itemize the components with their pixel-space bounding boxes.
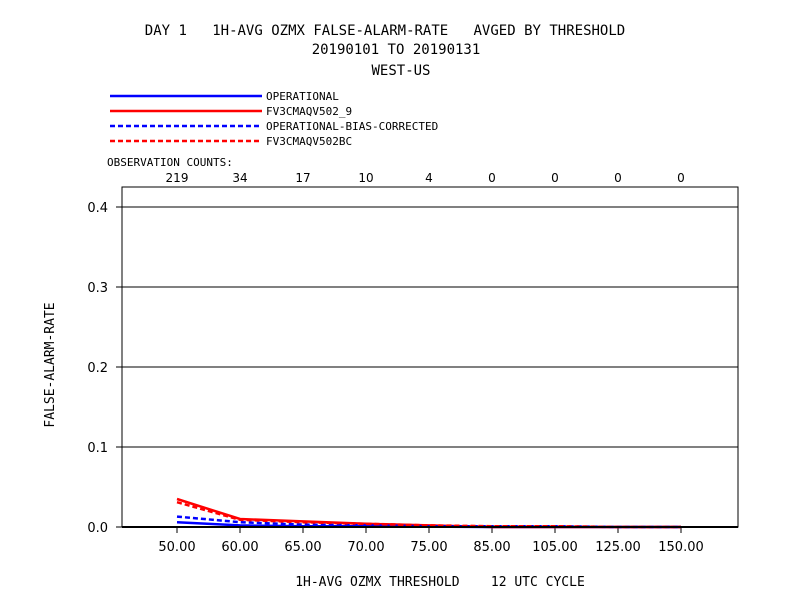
y-tick-label: 0.2 (87, 361, 108, 376)
y-axis-title: FALSE-ALARM-RATE (43, 302, 58, 427)
x-tick-label: 50.00 (158, 540, 195, 555)
plot-frame (121, 186, 739, 528)
x-tick-label: 65.00 (284, 540, 321, 555)
y-tick-label: 0.4 (87, 201, 108, 216)
y-tick-label: 0.0 (87, 521, 108, 536)
y-tick-label: 0.1 (87, 441, 108, 456)
observation-counts-label: OBSERVATION COUNTS: (107, 156, 233, 169)
y-axis-ticks: 0.0 0.1 0.2 0.3 0.4 (87, 201, 122, 536)
data-series (176, 497, 681, 529)
x-tick-label: 75.00 (410, 540, 447, 555)
legend: OPERATIONAL FV3CMAQV502_9 OPERATIONAL-BIAS… (110, 90, 438, 148)
chart-region: WEST-US (371, 63, 430, 79)
x-tick-label: 125.00 (595, 540, 641, 555)
observation-count: 34 (232, 171, 247, 185)
observation-count: 0 (488, 171, 496, 185)
legend-label-1: OPERATIONAL (266, 90, 339, 103)
observation-count: 0 (614, 171, 622, 185)
observation-counts: 219 34 17 10 4 0 0 0 0 (166, 171, 685, 185)
legend-label-4: FV3CMAQV502BC (266, 135, 352, 148)
observation-count: 4 (425, 171, 433, 185)
observation-count: 0 (551, 171, 559, 185)
observation-count: 0 (677, 171, 685, 185)
x-tick-label: 105.00 (532, 540, 578, 555)
x-axis-title: 1H-AVG OZMX THRESHOLD 12 UTC CYCLE (295, 575, 585, 590)
observation-count: 10 (358, 171, 373, 185)
legend-label-3: OPERATIONAL-BIAS-CORRECTED (266, 120, 438, 133)
x-tick-label: 150.00 (658, 540, 704, 555)
x-tick-label: 85.00 (473, 540, 510, 555)
x-axis-ticks: 50.00 60.00 65.00 70.00 75.00 85.00 105.00 125.… (158, 527, 704, 555)
legend-label-2: FV3CMAQV502_9 (266, 105, 352, 118)
gridlines (122, 206, 738, 528)
observation-count: 219 (166, 171, 189, 185)
y-tick-label: 0.3 (87, 281, 108, 296)
x-tick-label: 70.00 (347, 540, 384, 555)
chart-title: DAY 1 1H-AVG OZMX FALSE-ALARM-RATE AVGED… (145, 23, 625, 39)
x-tick-label: 60.00 (221, 540, 258, 555)
chart-date-range: 20190101 TO 20190131 (312, 42, 481, 58)
observation-count: 17 (295, 171, 310, 185)
